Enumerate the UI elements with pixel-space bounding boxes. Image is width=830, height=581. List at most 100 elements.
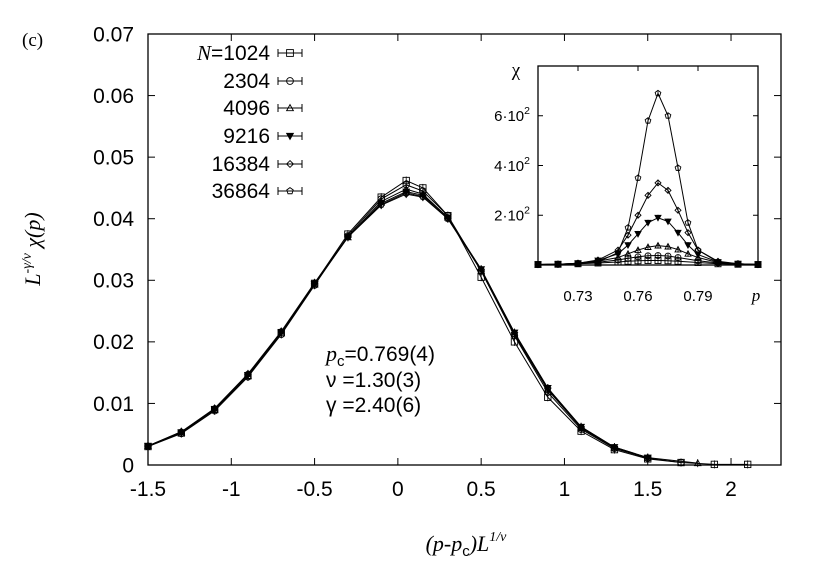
- data-point-triangle-down: [664, 218, 672, 226]
- data-point-pentagon: [534, 260, 542, 268]
- x-tick-label: -1.5: [130, 478, 166, 501]
- data-point-square: [744, 460, 752, 469]
- data-point-pentagon: [211, 404, 219, 412]
- legend-key-marker-diamond: [285, 159, 295, 169]
- data-point-triangle-up: [674, 245, 682, 253]
- data-point-pentagon: [377, 200, 385, 208]
- data-point-pentagon: [444, 214, 452, 222]
- data-point-triangle-up: [694, 253, 702, 261]
- data-point-pentagon: [734, 260, 742, 267]
- data-point-pentagon: [577, 423, 585, 431]
- fit-parameters: pc=0.769(4) ν =1.30(3) γ =2.40(6): [324, 341, 435, 417]
- x-tick-label: 0.73: [563, 288, 592, 305]
- data-point-pentagon: [754, 260, 762, 268]
- data-point-pentagon: [644, 117, 652, 124]
- legend-label-1024: N=1024: [196, 41, 270, 65]
- data-point-pentagon: [144, 442, 152, 449]
- legend-key-marker-square: [286, 49, 294, 57]
- x-tick-label: 0: [392, 478, 404, 501]
- data-point-triangle-up: [644, 243, 652, 250]
- data-point-pentagon: [544, 385, 552, 393]
- data-point-circle: [634, 253, 642, 261]
- data-point-pentagon: [177, 427, 185, 435]
- y-tick-label: 0.05: [93, 146, 134, 169]
- data-point-diamond: [634, 211, 642, 219]
- data-point-pentagon: [554, 260, 562, 268]
- x-axis-title: (p-pc)L1/ν: [426, 530, 508, 560]
- data-point-pentagon: [654, 89, 662, 97]
- legend: N=1024 2304 4096 9216 16384 36864: [196, 41, 303, 203]
- legend-keys: [277, 49, 303, 195]
- nu-value: ν =1.30(3): [326, 369, 421, 392]
- data-point-pentagon: [344, 232, 352, 240]
- main-series-group: [144, 176, 752, 469]
- y-tick-label: 0.07: [93, 23, 134, 46]
- x-tick-label: -1: [222, 478, 241, 501]
- data-point-triangle-down: [674, 229, 682, 237]
- data-point-circle: [644, 252, 652, 260]
- data-point-diamond: [654, 179, 662, 187]
- data-point-pentagon: [277, 327, 285, 335]
- inset-series-group: [534, 89, 762, 269]
- data-point-pentagon: [694, 246, 702, 253]
- legend-key-marker-triangle-down: [285, 132, 295, 141]
- series-line-2304: [147, 184, 682, 464]
- data-point-circle: [654, 252, 662, 259]
- y-tick-label: 2·102: [494, 205, 530, 225]
- data-point-pentagon: [477, 266, 485, 274]
- panel-label: (c): [22, 30, 43, 51]
- legend-label-16384: 16384: [212, 153, 271, 176]
- gamma-value: γ =2.40(6): [326, 394, 421, 417]
- legend-label-2304: 2304: [223, 70, 270, 93]
- data-point-triangle-up: [693, 459, 702, 467]
- data-point-triangle-down: [624, 242, 632, 250]
- data-point-circle: [677, 458, 685, 467]
- y-tick-label: 0.03: [93, 270, 134, 293]
- pc-value: pc=0.769(4): [324, 341, 435, 370]
- data-point-triangle-up: [684, 249, 692, 257]
- x-tick-label: 0.79: [683, 288, 712, 305]
- data-point-triangle-down: [654, 214, 662, 222]
- inset-chart: 0.73 0.76 0.79 2·102 4·102 6·102 χ p: [494, 60, 762, 305]
- y-tick-label: 6·102: [494, 105, 530, 125]
- y-tick-label: 0.04: [93, 208, 134, 231]
- data-point-pentagon: [419, 192, 427, 200]
- inset-axis-ticks: 0.73 0.76 0.79 2·102 4·102 6·102: [494, 66, 758, 305]
- data-point-diamond: [624, 231, 632, 239]
- x-tick-label: 2: [725, 478, 737, 501]
- y-tick-label: 0: [122, 454, 134, 477]
- data-point-pentagon: [714, 258, 722, 265]
- y-tick-label: 0.01: [93, 393, 134, 416]
- data-point-pentagon: [594, 258, 602, 265]
- legend-key-marker-triangle-up: [285, 103, 295, 112]
- data-point-diamond: [643, 453, 652, 462]
- data-point-pentagon: [674, 164, 682, 171]
- legend-label-4096: 4096: [223, 97, 270, 120]
- x-tick-label: 0.5: [467, 478, 496, 501]
- data-point-triangle-up: [624, 249, 632, 257]
- data-point-triangle-up: [654, 241, 662, 249]
- data-point-pentagon: [614, 249, 622, 256]
- data-point-pentagon: [244, 370, 252, 377]
- series-line-36864: [537, 92, 759, 265]
- data-point-circle: [664, 252, 672, 260]
- x-tick-label: 1.5: [633, 478, 662, 501]
- data-point-pentagon: [664, 112, 672, 119]
- data-point-triangle-up: [634, 246, 642, 253]
- main-axis-ticks: -1.5 -1 -0.5 0 0.5 1 1.5 2 0 0.01 0.02 0.03 0.04 0.05…: [93, 23, 781, 501]
- legend-key-marker-pentagon: [286, 187, 294, 195]
- series-line-36864: [147, 192, 615, 449]
- data-point-pentagon: [684, 219, 692, 226]
- data-point-square: [710, 460, 719, 469]
- data-point-pentagon: [574, 260, 582, 267]
- data-point-circle: [674, 254, 682, 261]
- data-point-triangle-down: [684, 242, 692, 250]
- legend-label-36864: 36864: [212, 180, 271, 203]
- y-tick-label: 0.02: [93, 331, 134, 354]
- inset-frame: [537, 65, 759, 266]
- legend-label-9216: 9216: [223, 125, 270, 148]
- inset-x-axis-title: p: [751, 286, 761, 305]
- x-tick-label: 1: [559, 478, 571, 501]
- y-tick-label: 0.06: [93, 85, 134, 108]
